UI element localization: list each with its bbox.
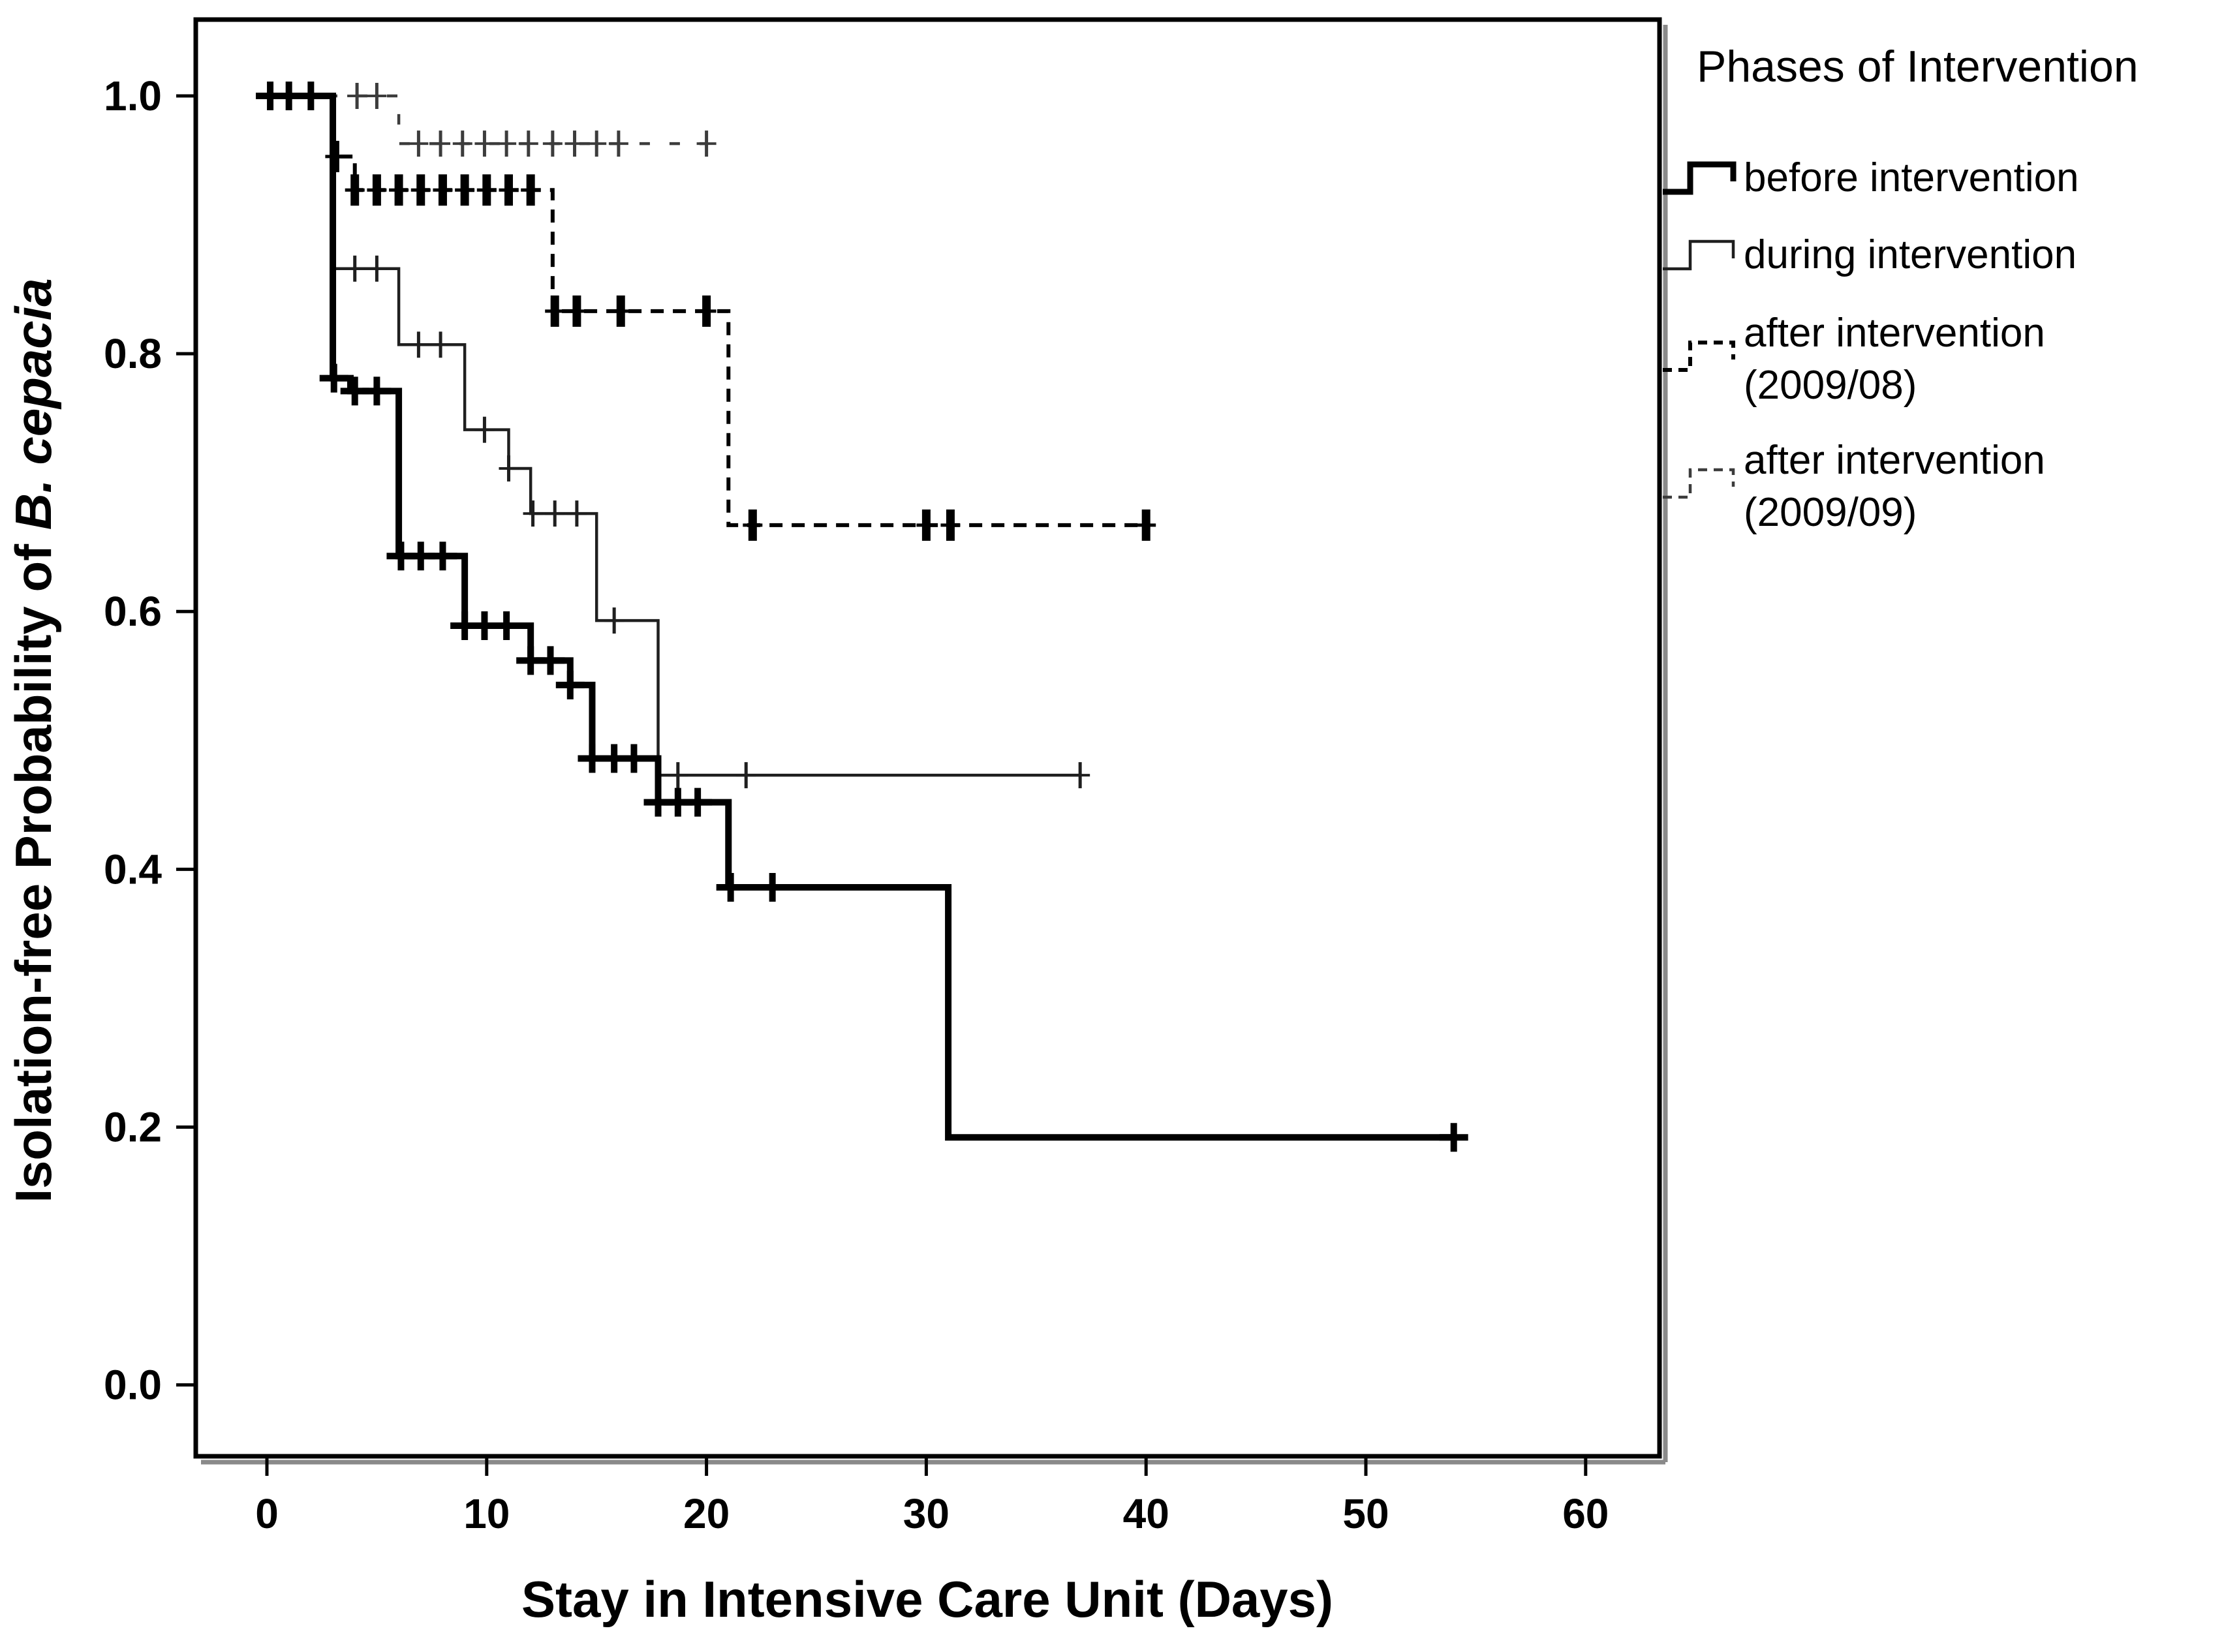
y-axis-title-species: B. cepacia [5, 278, 62, 530]
legend-sample-before [1663, 161, 1737, 195]
y-axis-ticks: 1.0 0.8 0.6 0.4 0.2 0.0 [104, 72, 196, 1409]
legend-label-after-intervention-2009-08-year: (2009/08) [1744, 363, 1917, 408]
y-tick-label-0.2: 0.2 [104, 1103, 162, 1150]
legend-label-before-intervention: before intervention [1744, 155, 2079, 200]
x-axis-ticks: 0 10 20 30 40 50 60 [255, 1456, 1609, 1537]
x-axis-title: Stay in Intensive Care Unit (Days) [521, 1570, 1333, 1628]
km-curve-during [267, 94, 1081, 777]
censor-marks-before [256, 82, 1468, 1152]
x-tick-label-10: 10 [463, 1490, 510, 1537]
censor-marks [256, 82, 1468, 1152]
legend-label-during-intervention: during intervention [1744, 232, 2077, 277]
x-tick-label-30: 30 [903, 1490, 950, 1537]
y-axis-title-prefix: Isolation-free Probability of [5, 530, 62, 1202]
plot-frame [193, 17, 1662, 1459]
censor-marks-after0908 [325, 140, 1156, 541]
y-tick-label-1.0: 1.0 [104, 72, 162, 119]
y-tick-label-0.4: 0.4 [104, 846, 162, 893]
censor-marks-during [345, 255, 1090, 789]
y-axis-title: Isolation-free Probability of B. cepacia [5, 278, 62, 1202]
x-tick-label-40: 40 [1123, 1490, 1169, 1537]
km-curve-before [267, 93, 1454, 1141]
legend-sample-after0908 [1663, 341, 1735, 372]
x-tick-label-60: 60 [1562, 1490, 1609, 1537]
survival-curves [267, 93, 1454, 1141]
legend-sample-after0909 [1663, 468, 1735, 499]
censor-marks-after0909 [347, 83, 717, 157]
legend-sample-during [1663, 239, 1735, 271]
x-tick-label-20: 20 [683, 1490, 730, 1537]
legend-title: Phases of Intervention [1697, 42, 2139, 91]
x-tick-label-50: 50 [1342, 1490, 1389, 1537]
legend-line-samples [1663, 161, 1737, 499]
legend-label-after-intervention-2009-09-year: (2009/09) [1744, 490, 1917, 535]
y-tick-label-0.0: 0.0 [104, 1362, 162, 1409]
plot-frame-shadow [201, 25, 1668, 1465]
y-tick-label-0.6: 0.6 [104, 588, 162, 635]
y-tick-label-0.8: 0.8 [104, 330, 162, 377]
legend-label-after-intervention-2009-08: after intervention [1744, 311, 2045, 356]
legend-label-after-intervention-2009-09: after intervention [1744, 438, 2045, 483]
x-tick-label-0: 0 [255, 1490, 279, 1537]
